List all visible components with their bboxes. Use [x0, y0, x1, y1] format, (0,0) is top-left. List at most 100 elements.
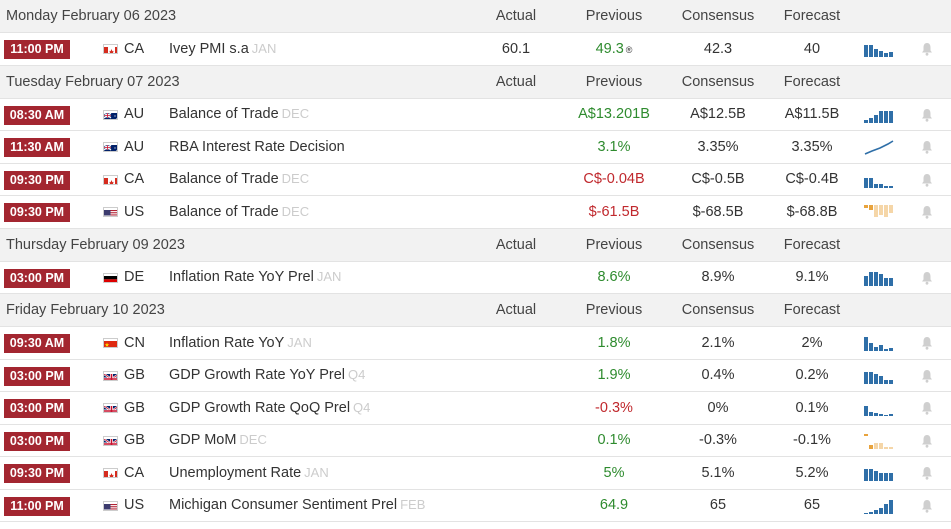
- event-row[interactable]: 11:00 PM CA Ivey PMI s.a JAN 60.1 49.3 ® 42.3 40: [0, 33, 951, 66]
- country-code: GB: [124, 367, 145, 384]
- reference-period: JAN: [287, 334, 312, 350]
- au-flag-icon: [103, 142, 118, 152]
- reference-period: FEB: [400, 497, 426, 513]
- sparkline-bar: [889, 110, 893, 123]
- reference-period: JAN: [251, 40, 277, 56]
- bell-alert-icon[interactable]: [919, 498, 935, 514]
- sparkline-chart-icon[interactable]: [864, 336, 894, 351]
- sparkline-bar: [864, 177, 868, 188]
- event-name: GDP MoM: [169, 432, 237, 449]
- event-time-badge: 09:30 PM: [4, 203, 70, 222]
- previous-value-text: 49.3: [595, 40, 624, 57]
- sparkline-chart-icon[interactable]: [864, 42, 894, 57]
- bell-alert-icon[interactable]: [919, 335, 935, 351]
- sparkline-chart-icon[interactable]: [864, 205, 894, 220]
- sparkline-bar: [869, 271, 873, 286]
- sparkline-chart-icon[interactable]: [864, 369, 894, 384]
- column-header-previous: Previous: [585, 73, 643, 90]
- bell-alert-icon[interactable]: [919, 139, 935, 155]
- event-time-badge: 08:30 AM: [4, 105, 70, 125]
- column-header-actual: Actual: [495, 8, 537, 24]
- forecast-value: 9.1%: [795, 269, 829, 286]
- sparkline-bar: [869, 205, 873, 210]
- reference-period: JAN: [304, 464, 329, 480]
- event-name: GDP Growth Rate YoY Prel: [169, 367, 345, 384]
- event-name: Inflation Rate YoY Prel: [169, 269, 314, 286]
- previous-value-text: A$13.201B: [578, 106, 650, 123]
- previous-value-text: -0.3%: [595, 399, 633, 416]
- sparkline-chart-icon[interactable]: [864, 140, 894, 155]
- country-code: CN: [124, 334, 145, 351]
- sparkline-bar: [874, 471, 878, 481]
- event-name-link[interactable]: GDP Growth Rate YoY Prel Q4: [169, 367, 365, 383]
- event-name-link[interactable]: Inflation Rate YoY JAN: [169, 335, 312, 351]
- sparkline-bar: [869, 511, 873, 514]
- bell-alert-icon[interactable]: [919, 204, 935, 220]
- event-name-link[interactable]: Balance of Trade DEC: [169, 106, 309, 122]
- previous-value-text: $-61.5B: [588, 203, 640, 220]
- event-row[interactable]: 08:30 AM AU Balance of Trade DEC A$13.201B A$…: [0, 98, 951, 131]
- sparkline-bar: [879, 51, 883, 57]
- sparkline-chart-icon[interactable]: [864, 433, 894, 449]
- event-row[interactable]: 09:30 PM CA Unemployment Rate JAN 5% 5.1% 5.2%: [0, 457, 951, 490]
- forecast-value: A$11.5B: [784, 106, 840, 123]
- event-time-badge: 03:00 PM: [4, 399, 70, 418]
- previous-value: A$13.201B: [564, 106, 664, 122]
- sparkline-chart-icon[interactable]: [864, 271, 894, 286]
- bell-alert-icon[interactable]: [919, 400, 935, 416]
- bell-alert-icon[interactable]: [919, 433, 935, 449]
- previous-value-text: 8.6%: [597, 269, 631, 286]
- bell-alert-icon[interactable]: [919, 465, 935, 481]
- sparkline-bar: [864, 433, 868, 436]
- event-name-link[interactable]: Inflation Rate YoY Prel JAN: [169, 269, 341, 285]
- sparkline-chart-icon[interactable]: [864, 466, 894, 481]
- event-row[interactable]: 03:00 PM GB GDP Growth Rate YoY Prel Q4 1.9%…: [0, 359, 951, 392]
- consensus-value: 5.1%: [701, 464, 735, 481]
- event-row[interactable]: 03:00 PM GB GDP Growth Rate QoQ Prel Q4 -0.3…: [0, 392, 951, 425]
- previous-value-text: 1.8%: [597, 334, 631, 351]
- event-row[interactable]: 09:30 AM CN Inflation Rate YoY JAN 1.8% 2.1% 2…: [0, 327, 951, 360]
- event-row[interactable]: 09:30 PM CA Balance of Trade DEC C$-0.04B C$-…: [0, 163, 951, 196]
- reference-period: DEC: [281, 106, 310, 122]
- sparkline-bar: [884, 379, 888, 384]
- sparkline-bar: [879, 345, 883, 351]
- sparkline-chart-icon[interactable]: [864, 173, 894, 188]
- sparkline-chart-icon[interactable]: [864, 108, 894, 123]
- event-row[interactable]: 09:30 PM US Balance of Trade DEC $-61.5B $-68…: [0, 196, 951, 229]
- sparkline-bar: [874, 205, 878, 217]
- previous-value: -0.3%: [564, 400, 664, 416]
- event-row[interactable]: 11:30 AM AU RBA Interest Rate Decision 3.1%…: [0, 131, 951, 164]
- event-name: GDP Growth Rate QoQ Prel: [169, 399, 351, 416]
- event-name-link[interactable]: GDP Growth Rate QoQ Prel Q4: [169, 400, 370, 416]
- event-row[interactable]: 03:00 PM GB GDP MoM DEC 0.1% -0.3% -0.1%: [0, 424, 951, 457]
- country-code: CA: [124, 464, 145, 481]
- previous-value: 5%: [564, 465, 664, 481]
- event-time-badge: 09:30 AM: [4, 334, 70, 353]
- bell-alert-icon[interactable]: [919, 172, 935, 188]
- column-header-consensus: Consensus: [681, 73, 755, 90]
- event-name-link[interactable]: Balance of Trade DEC: [169, 204, 309, 220]
- event-name-link[interactable]: GDP MoM DEC: [169, 432, 267, 448]
- date-header: Tuesday February 07 2023 Actual Previous Co…: [0, 65, 951, 99]
- sparkline-chart-icon[interactable]: [864, 401, 894, 416]
- event-row[interactable]: 03:00 PM DE Inflation Rate YoY Prel JAN 8.6%…: [0, 261, 951, 294]
- event-time-badge: 11:00 PM: [4, 40, 70, 59]
- event-name: Balance of Trade: [169, 106, 279, 123]
- event-name-link[interactable]: Michigan Consumer Sentiment Prel FEB: [169, 497, 425, 513]
- bell-alert-icon[interactable]: [919, 41, 935, 57]
- country-code: GB: [124, 432, 145, 449]
- sparkline-bar: [864, 512, 868, 514]
- event-name-link[interactable]: Unemployment Rate JAN: [169, 465, 329, 481]
- event-name-link[interactable]: Balance of Trade DEC: [169, 171, 309, 187]
- event-row[interactable]: 11:00 PM US Michigan Consumer Sentiment Pr…: [0, 489, 951, 522]
- column-header-forecast: Forecast: [783, 302, 841, 318]
- event-name-link[interactable]: RBA Interest Rate Decision: [169, 139, 345, 155]
- bell-alert-icon[interactable]: [919, 368, 935, 384]
- de-flag-icon: [103, 272, 118, 283]
- sparkline-chart-icon[interactable]: [864, 499, 894, 514]
- bell-alert-icon[interactable]: [919, 107, 935, 123]
- event-name-link[interactable]: Ivey PMI s.a JAN: [169, 41, 276, 57]
- sparkline-bar: [864, 45, 868, 57]
- bell-alert-icon[interactable]: [919, 270, 935, 286]
- au-flag-icon: [103, 109, 118, 120]
